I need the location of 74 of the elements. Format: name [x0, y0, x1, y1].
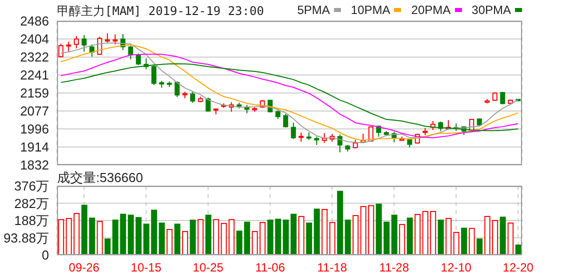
bar	[198, 219, 204, 255]
y-tick-label: 2077	[20, 104, 49, 119]
y-tick-label: 0	[42, 248, 49, 263]
x-tick-label: 11-18	[317, 260, 348, 275]
legend-label: 20PMA	[411, 3, 451, 17]
y-tick-label: 2486	[20, 14, 49, 29]
bar	[174, 224, 180, 255]
bar	[468, 228, 475, 255]
candlestick	[283, 113, 288, 128]
x-tick-label: 12-20	[502, 260, 534, 275]
bar	[476, 238, 483, 255]
bar	[446, 218, 452, 255]
candlestick	[128, 45, 134, 60]
bar	[438, 220, 444, 255]
bar	[298, 216, 304, 255]
y-tick-label: 2404	[20, 32, 49, 47]
x-tick-label: 12-10	[440, 260, 472, 275]
chart-title: 成交量:536660	[57, 169, 143, 187]
bar	[344, 220, 351, 255]
bar	[508, 222, 514, 255]
y-tick-label: 2322	[20, 50, 49, 65]
bar	[190, 220, 196, 255]
bar	[500, 216, 506, 255]
candlestick	[112, 34, 118, 45]
bar	[314, 208, 320, 255]
candlestick	[104, 32, 110, 43]
bar	[322, 208, 328, 255]
bar	[391, 214, 398, 255]
x-tick-label: 09-26	[68, 260, 100, 275]
bar	[352, 215, 359, 255]
bar	[406, 218, 413, 255]
bar	[461, 228, 468, 255]
y-tick-label: 1832	[20, 158, 49, 173]
candlestick	[66, 41, 72, 53]
y-tick-label: 2159	[20, 86, 49, 101]
chart-title: 甲醇主力[MAM] 2019-12-19 23:00	[57, 3, 264, 20]
x-tick-label: 11-28	[379, 260, 410, 275]
bar	[166, 228, 173, 255]
candlestick	[190, 91, 196, 104]
bar	[306, 222, 312, 255]
candlestick	[290, 122, 296, 140]
bar	[158, 222, 165, 255]
candlestick	[174, 81, 180, 98]
candlestick	[74, 35, 79, 49]
bar	[96, 220, 103, 255]
candlestick	[298, 132, 304, 142]
legend-label: 10PMA	[350, 3, 390, 17]
y-tick-label: 188万	[14, 213, 49, 228]
candlestick	[337, 134, 342, 153]
y-tick-label: 2241	[20, 68, 49, 83]
y-tick-label: 282万	[14, 196, 49, 211]
bar	[205, 214, 212, 255]
y-tick-label: 376万	[14, 178, 49, 194]
candlestick	[58, 43, 64, 58]
legend-label: 30PMA	[472, 3, 511, 17]
candlestick	[89, 44, 94, 58]
x-tick-label: 10-25	[192, 260, 224, 275]
candlestick	[322, 132, 327, 144]
candlestick	[82, 34, 87, 52]
bar	[399, 224, 406, 255]
bar	[414, 214, 421, 255]
y-tick-label: 93.88万	[3, 230, 49, 246]
bar	[453, 232, 460, 255]
bar	[182, 231, 188, 255]
bar	[337, 190, 344, 255]
x-tick-label: 10-15	[130, 260, 162, 275]
y-tick-label: 1914	[20, 140, 49, 155]
y-tick-label: 1996	[20, 122, 49, 137]
legend-label: 5PMA	[297, 3, 330, 17]
x-tick-label: 11-06	[255, 260, 286, 275]
bar	[213, 219, 220, 255]
bar	[58, 219, 64, 255]
bar	[329, 222, 336, 255]
bar	[104, 238, 111, 255]
